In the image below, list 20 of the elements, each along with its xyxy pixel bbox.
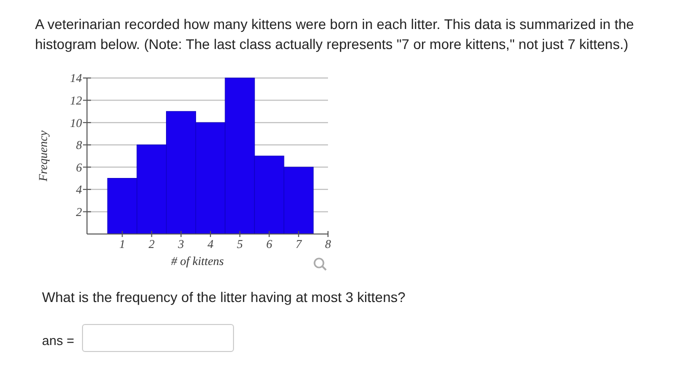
x-tick-label: 8 [325, 237, 331, 251]
y-axis-title: Frequency [36, 130, 50, 182]
y-tick-label: 2 [76, 204, 82, 219]
x-tick-label: 3 [177, 237, 184, 251]
y-tick-label: 12 [70, 93, 82, 108]
x-tick-label: 6 [266, 237, 272, 251]
x-tick-label: 2 [148, 237, 155, 251]
y-tick-label: 14 [70, 71, 82, 86]
x-tick-label: 4 [207, 237, 214, 251]
x-tick-label: 7 [296, 237, 303, 251]
y-tick-label: 6 [76, 160, 82, 174]
x-axis-title: # of kittens [171, 254, 224, 268]
text: What is the frequency of the litter having at most 3 kittens? [42, 289, 406, 305]
x-tick-label: 1 [119, 237, 126, 251]
text: ans = [42, 333, 74, 348]
y-tick-label: 4 [76, 182, 82, 197]
chart-title: A veterinarian recorded how many kittens were born in each litter. This data is summarized in the histogram below. (Note: The last class actually represents "7 or more kittens," not just 7 kittens.) [35, 15, 635, 54]
x-tick-label: 5 [236, 237, 243, 251]
y-tick-label: 8 [76, 138, 82, 152]
y-tick-label: 10 [70, 116, 82, 130]
